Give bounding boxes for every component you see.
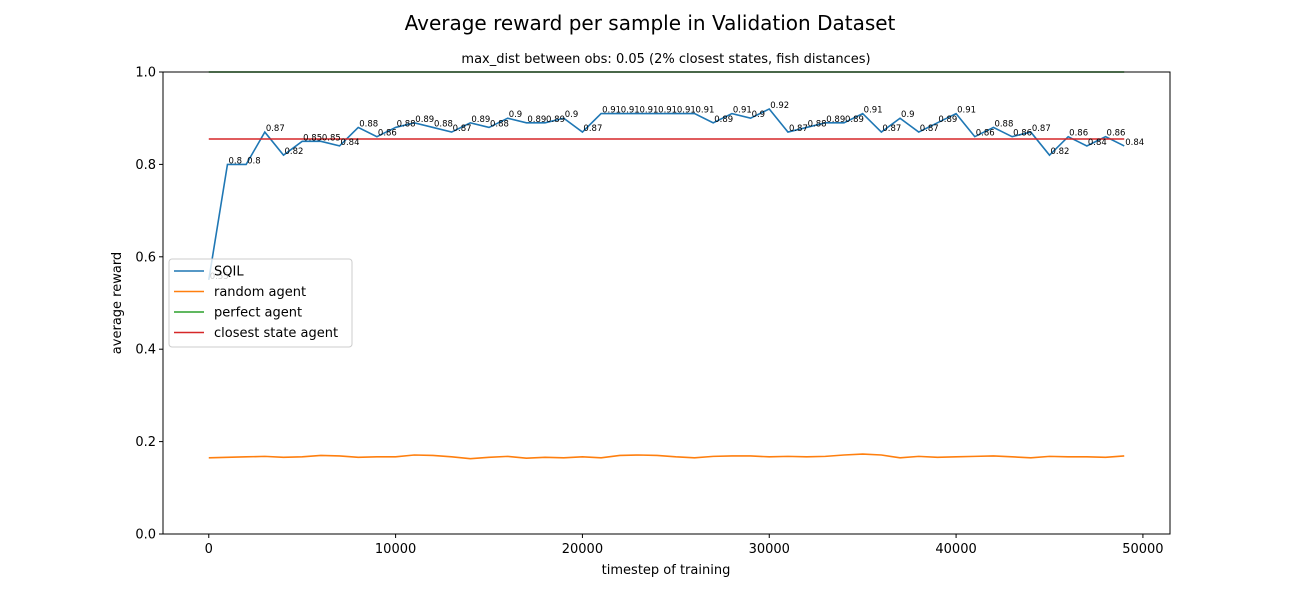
data-label: 0.89 [845,115,864,125]
x-tick-label: 40000 [935,542,976,557]
data-label: 0.91 [864,106,883,116]
y-tick-label: 0.2 [135,435,156,450]
legend-label: perfect agent [214,306,302,321]
data-label: 0.8 [228,156,242,166]
chart-title: Average reward per sample in Validation … [405,11,896,35]
data-label: 0.89 [546,115,565,125]
data-label: 0.86 [378,129,397,139]
y-tick-label: 0.0 [135,528,156,543]
legend-label: closest state agent [214,326,338,341]
data-label: 0.89 [938,115,957,125]
legend-label: random agent [214,285,306,300]
data-label: 0.82 [1050,147,1069,157]
legend-label: SQIL [214,265,244,280]
data-label: 0.88 [359,119,378,129]
data-label: 0.84 [1125,138,1144,148]
x-axis-label: timestep of training [602,563,731,578]
y-tick-label: 0.8 [135,158,156,173]
data-label: 0.87 [266,124,285,134]
data-label: 0.85 [322,133,341,143]
data-label: 0.88 [434,119,453,129]
data-label: 0.89 [714,115,733,125]
data-label: 0.9 [565,110,579,120]
data-label: 0.87 [1032,124,1051,134]
legend-box [168,258,353,348]
x-tick-label: 30000 [749,542,790,557]
data-label: 0.91 [957,106,976,116]
data-label: 0.87 [789,124,808,134]
data-label: 0.9 [901,110,915,120]
data-label: 0.87 [453,124,472,134]
series-line [208,453,1125,460]
data-label: 0.82 [285,147,304,157]
y-tick-label: 1.0 [135,66,156,81]
data-label: 0.89 [415,115,434,125]
data-label: 0.91 [602,106,621,116]
data-label: 0.86 [1069,129,1088,139]
data-label: 0.88 [994,119,1013,129]
x-tick-label: 50000 [1122,542,1163,557]
data-label: 0.91 [639,106,658,116]
data-label: 0.84 [341,138,360,148]
y-axis-label: average reward [110,252,125,354]
plot-frame [162,71,1171,535]
data-label: 0.9 [509,110,523,120]
data-label: 0.92 [770,101,789,111]
data-label: 0.85 [303,133,322,143]
data-label: 0.91 [621,106,640,116]
data-label: 0.91 [658,106,677,116]
data-label: 0.86 [976,129,995,139]
data-label: 0.91 [696,106,715,116]
x-tick-label: 0 [205,542,213,557]
data-label: 0.86 [1013,129,1032,139]
data-label: 0.88 [397,119,416,129]
data-label: 0.8 [247,156,261,166]
data-label: 0.88 [808,119,827,129]
data-label: 0.91 [677,106,696,116]
data-label: 0.84 [1088,138,1107,148]
x-tick-label: 10000 [375,542,416,557]
data-label: 0.87 [920,124,939,134]
data-label: 0.89 [471,115,490,125]
series-line [207,107,1125,281]
y-tick-label: 0.4 [135,343,156,358]
data-label: 0.89 [826,115,845,125]
chart-subtitle: max_dist between obs: 0.05 (2% closest s… [461,52,870,67]
data-label: 0.91 [733,106,752,116]
data-label: 0.88 [490,119,509,129]
data-label: 0.89 [527,115,546,125]
data-label: 0.86 [1107,129,1126,139]
y-tick-label: 0.6 [135,250,156,265]
x-tick-label: 20000 [562,542,603,557]
data-label: 0.87 [583,124,602,134]
data-label: 0.87 [882,124,901,134]
data-label: 0.9 [752,110,766,120]
